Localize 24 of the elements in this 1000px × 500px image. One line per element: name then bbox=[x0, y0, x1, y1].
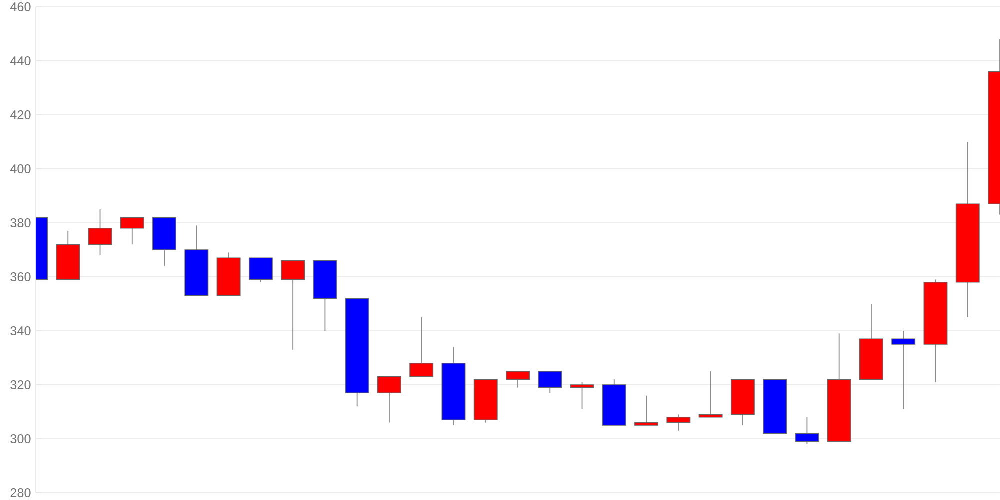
candlestick bbox=[698, 371, 723, 418]
candlestick bbox=[570, 382, 594, 410]
candlestick bbox=[120, 217, 144, 246]
candlestick bbox=[281, 260, 306, 350]
candlestick bbox=[666, 414, 691, 432]
candlestick bbox=[410, 317, 434, 378]
candlestick bbox=[88, 209, 112, 256]
y-tick-label: 440 bbox=[10, 56, 31, 66]
candlestick bbox=[795, 416, 820, 445]
candlestick bbox=[248, 258, 273, 283]
candlestick bbox=[538, 371, 562, 394]
y-tick-label: 280 bbox=[10, 488, 31, 498]
y-tick-label: 420 bbox=[10, 110, 31, 120]
candlestick bbox=[378, 376, 402, 424]
y-tick-label: 460 bbox=[10, 2, 31, 12]
y-tick-label: 380 bbox=[10, 218, 31, 228]
candlestick bbox=[506, 371, 530, 388]
y-tick-label: 400 bbox=[10, 164, 31, 174]
candlestick bbox=[634, 395, 659, 426]
y-tick-label: 300 bbox=[10, 434, 31, 444]
y-tick-label: 340 bbox=[10, 326, 31, 336]
y-tick-label: 320 bbox=[10, 380, 31, 390]
y-tick-label: 360 bbox=[10, 272, 31, 282]
candlestick bbox=[892, 330, 916, 410]
